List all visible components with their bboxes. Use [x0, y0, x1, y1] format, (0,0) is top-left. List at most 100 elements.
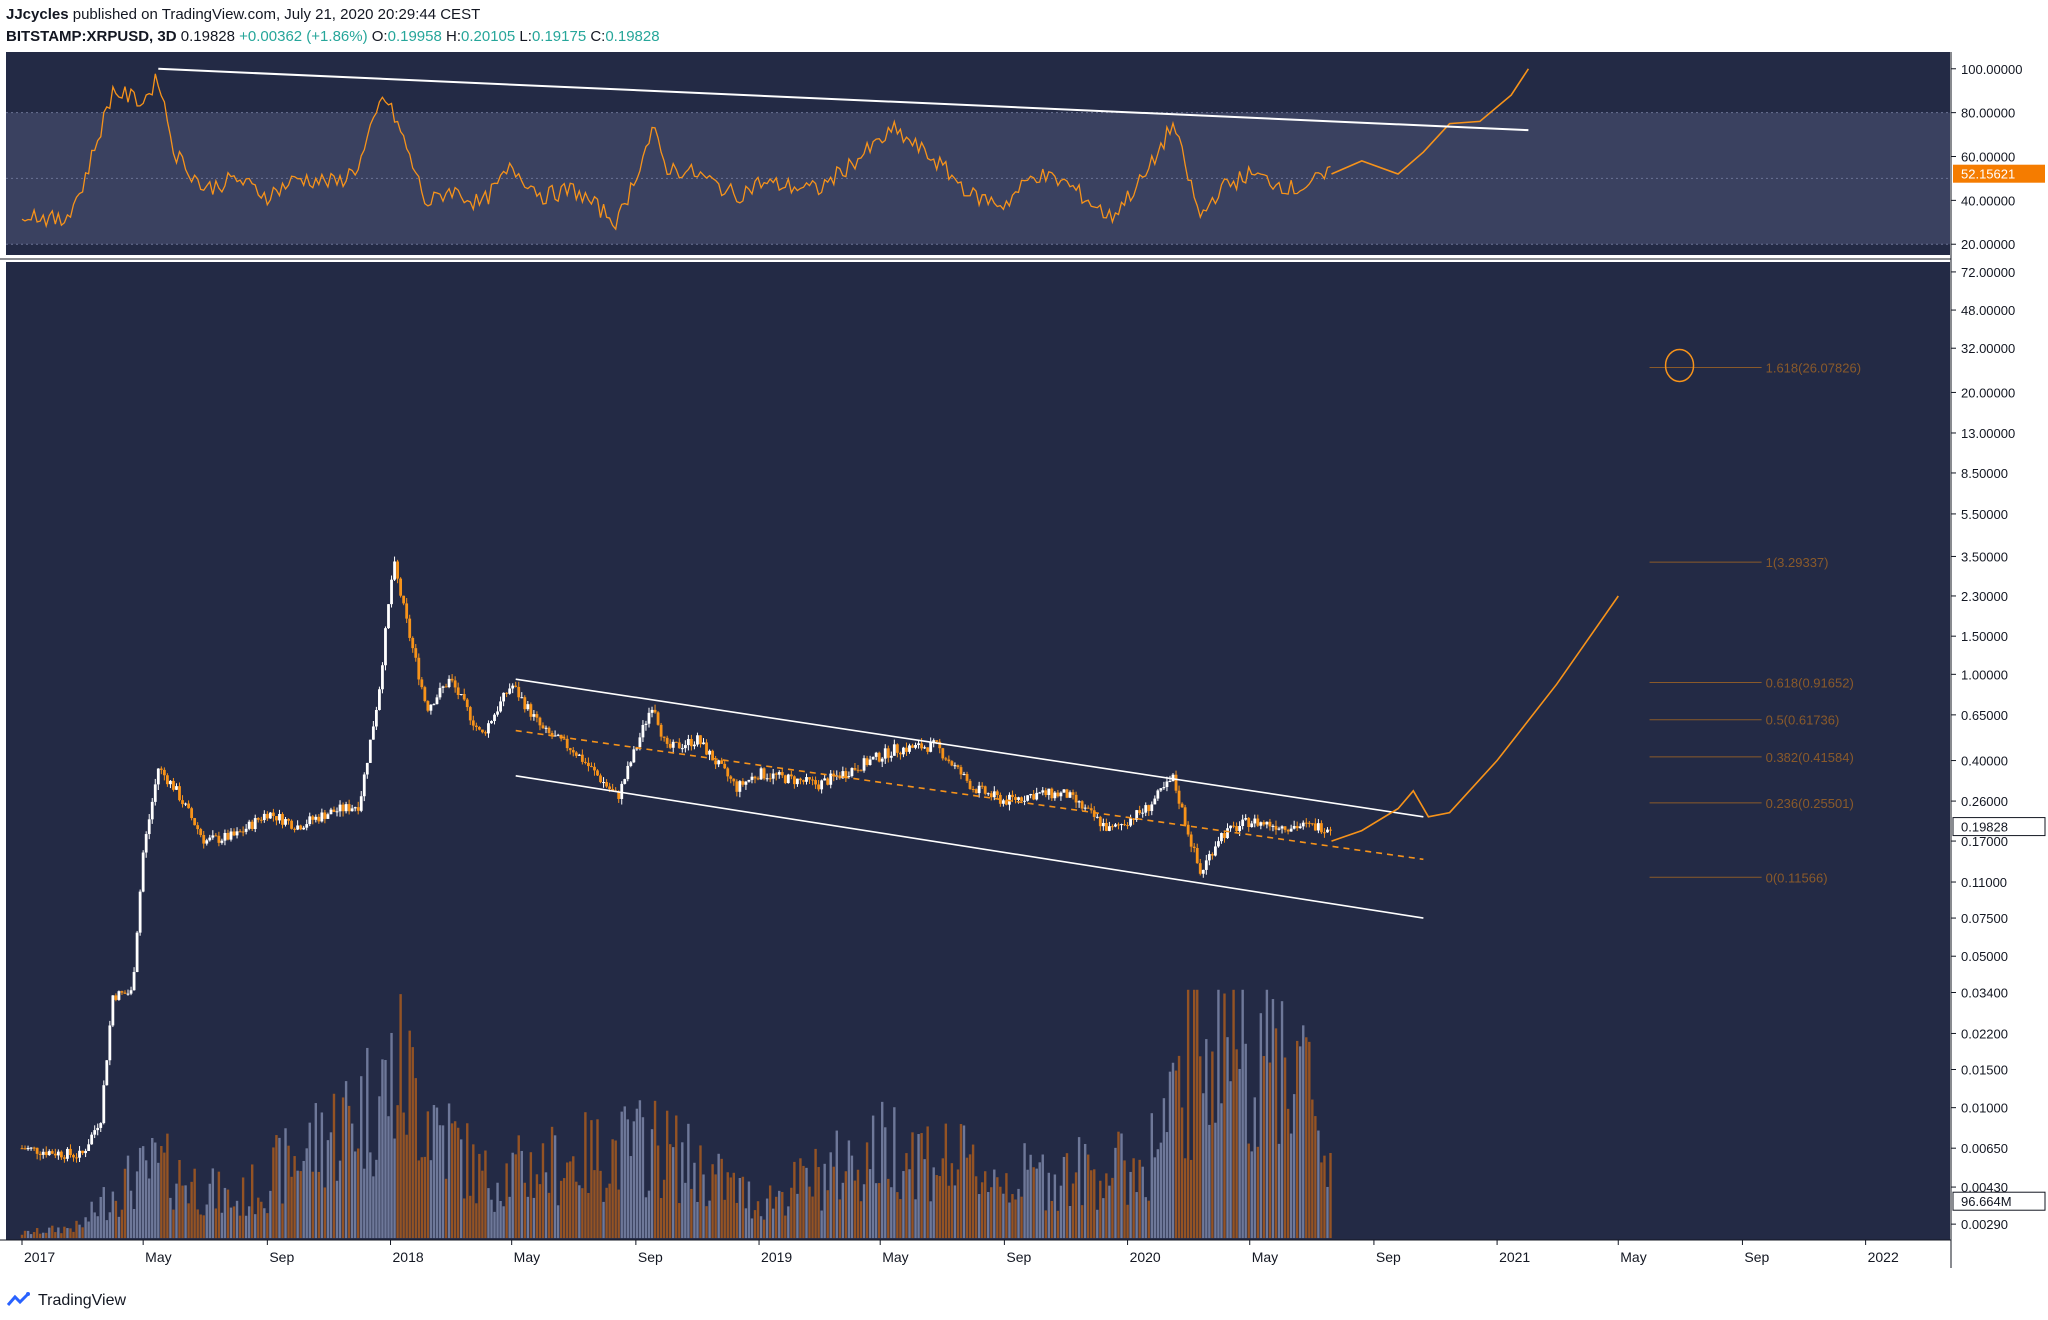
candle[interactable]: [756, 778, 760, 780]
rsi-pane[interactable]: [6, 52, 1950, 255]
volume-bar[interactable]: [1008, 1202, 1011, 1239]
candle[interactable]: [256, 818, 260, 820]
volume-bar[interactable]: [472, 1144, 475, 1239]
volume-bar[interactable]: [1308, 1041, 1311, 1239]
volume-bar[interactable]: [323, 1187, 327, 1239]
candle[interactable]: [520, 697, 524, 699]
candle[interactable]: [962, 773, 966, 775]
candle[interactable]: [165, 775, 169, 785]
volume-bar[interactable]: [1074, 1172, 1078, 1239]
volume-bar[interactable]: [1229, 1081, 1232, 1239]
candle[interactable]: [862, 758, 866, 771]
candle[interactable]: [1253, 818, 1257, 824]
volume-bar[interactable]: [759, 1216, 763, 1239]
volume-bar[interactable]: [566, 1162, 569, 1239]
volume-bar[interactable]: [1032, 1167, 1035, 1239]
volume-bar[interactable]: [1241, 989, 1244, 1239]
candle[interactable]: [508, 688, 512, 694]
volume-bar[interactable]: [681, 1142, 684, 1239]
volume-bar[interactable]: [366, 1047, 369, 1239]
volume-bar[interactable]: [75, 1220, 78, 1239]
candle[interactable]: [1026, 795, 1030, 801]
volume-bar[interactable]: [57, 1227, 60, 1239]
candle[interactable]: [986, 793, 990, 795]
candle[interactable]: [632, 749, 636, 763]
volume-bar[interactable]: [547, 1192, 551, 1239]
volume-bar[interactable]: [1077, 1137, 1081, 1239]
candle[interactable]: [1323, 832, 1326, 834]
candle[interactable]: [1065, 789, 1069, 798]
candle[interactable]: [59, 1151, 63, 1158]
volume-bar[interactable]: [208, 1183, 211, 1239]
candle[interactable]: [429, 704, 433, 711]
candle[interactable]: [608, 786, 612, 790]
candle[interactable]: [480, 729, 484, 733]
candle[interactable]: [390, 579, 393, 605]
volume-bar[interactable]: [584, 1112, 587, 1239]
candle[interactable]: [898, 752, 902, 755]
candle[interactable]: [665, 737, 669, 744]
candle[interactable]: [1201, 869, 1205, 874]
candle[interactable]: [232, 831, 236, 836]
candle[interactable]: [1053, 792, 1057, 799]
volume-bar[interactable]: [629, 1156, 633, 1239]
candle[interactable]: [499, 701, 502, 712]
candle[interactable]: [717, 760, 721, 765]
candle[interactable]: [1107, 826, 1111, 831]
volume-bar[interactable]: [865, 1142, 869, 1239]
volume-bar[interactable]: [775, 1196, 778, 1239]
candle[interactable]: [629, 762, 633, 766]
volume-bar[interactable]: [1262, 1056, 1266, 1239]
candle[interactable]: [329, 809, 333, 815]
volume-bar[interactable]: [523, 1182, 527, 1239]
candle[interactable]: [1098, 816, 1102, 827]
candle[interactable]: [789, 774, 793, 777]
candle[interactable]: [93, 1130, 97, 1135]
volume-bar[interactable]: [956, 1169, 960, 1239]
volume-bar[interactable]: [193, 1168, 196, 1239]
candle[interactable]: [1198, 863, 1202, 874]
candle[interactable]: [674, 741, 678, 743]
volume-bar[interactable]: [1174, 1070, 1178, 1239]
candle[interactable]: [1123, 824, 1126, 826]
candle[interactable]: [1244, 818, 1248, 820]
candle[interactable]: [35, 1147, 39, 1154]
volume-bar[interactable]: [1135, 1192, 1138, 1239]
volume-bar[interactable]: [638, 1100, 642, 1239]
volume-bar[interactable]: [723, 1199, 726, 1239]
candle[interactable]: [1280, 826, 1284, 829]
candle[interactable]: [272, 812, 275, 817]
volume-bar[interactable]: [1144, 1197, 1147, 1239]
candle[interactable]: [387, 604, 390, 629]
volume-bar[interactable]: [163, 1152, 166, 1239]
volume-bar[interactable]: [1274, 1028, 1278, 1239]
candle[interactable]: [1229, 825, 1232, 829]
candle[interactable]: [1210, 854, 1214, 856]
candle[interactable]: [193, 818, 197, 826]
candle[interactable]: [1313, 823, 1317, 831]
candle[interactable]: [47, 1151, 51, 1156]
volume-bar[interactable]: [90, 1201, 93, 1239]
volume-bar[interactable]: [1005, 1173, 1008, 1239]
volume-bar[interactable]: [1326, 1186, 1329, 1239]
volume-bar[interactable]: [823, 1163, 826, 1239]
volume-bar[interactable]: [850, 1155, 854, 1239]
candle[interactable]: [750, 776, 754, 780]
volume-bar[interactable]: [390, 1032, 393, 1239]
candle[interactable]: [805, 777, 808, 782]
volume-bar[interactable]: [778, 1190, 781, 1239]
volume-bar[interactable]: [32, 1232, 36, 1239]
candle[interactable]: [41, 1151, 45, 1155]
candle[interactable]: [384, 628, 387, 666]
candle[interactable]: [187, 803, 190, 809]
volume-bar[interactable]: [968, 1154, 972, 1239]
volume-bar[interactable]: [753, 1210, 757, 1239]
candle[interactable]: [853, 768, 857, 770]
candle[interactable]: [126, 993, 130, 995]
volume-bar[interactable]: [899, 1199, 902, 1239]
volume-bar[interactable]: [641, 1117, 645, 1239]
volume-bar[interactable]: [293, 1156, 296, 1239]
volume-bar[interactable]: [1199, 1056, 1202, 1239]
volume-bar[interactable]: [1056, 1210, 1060, 1239]
candle[interactable]: [550, 732, 554, 737]
